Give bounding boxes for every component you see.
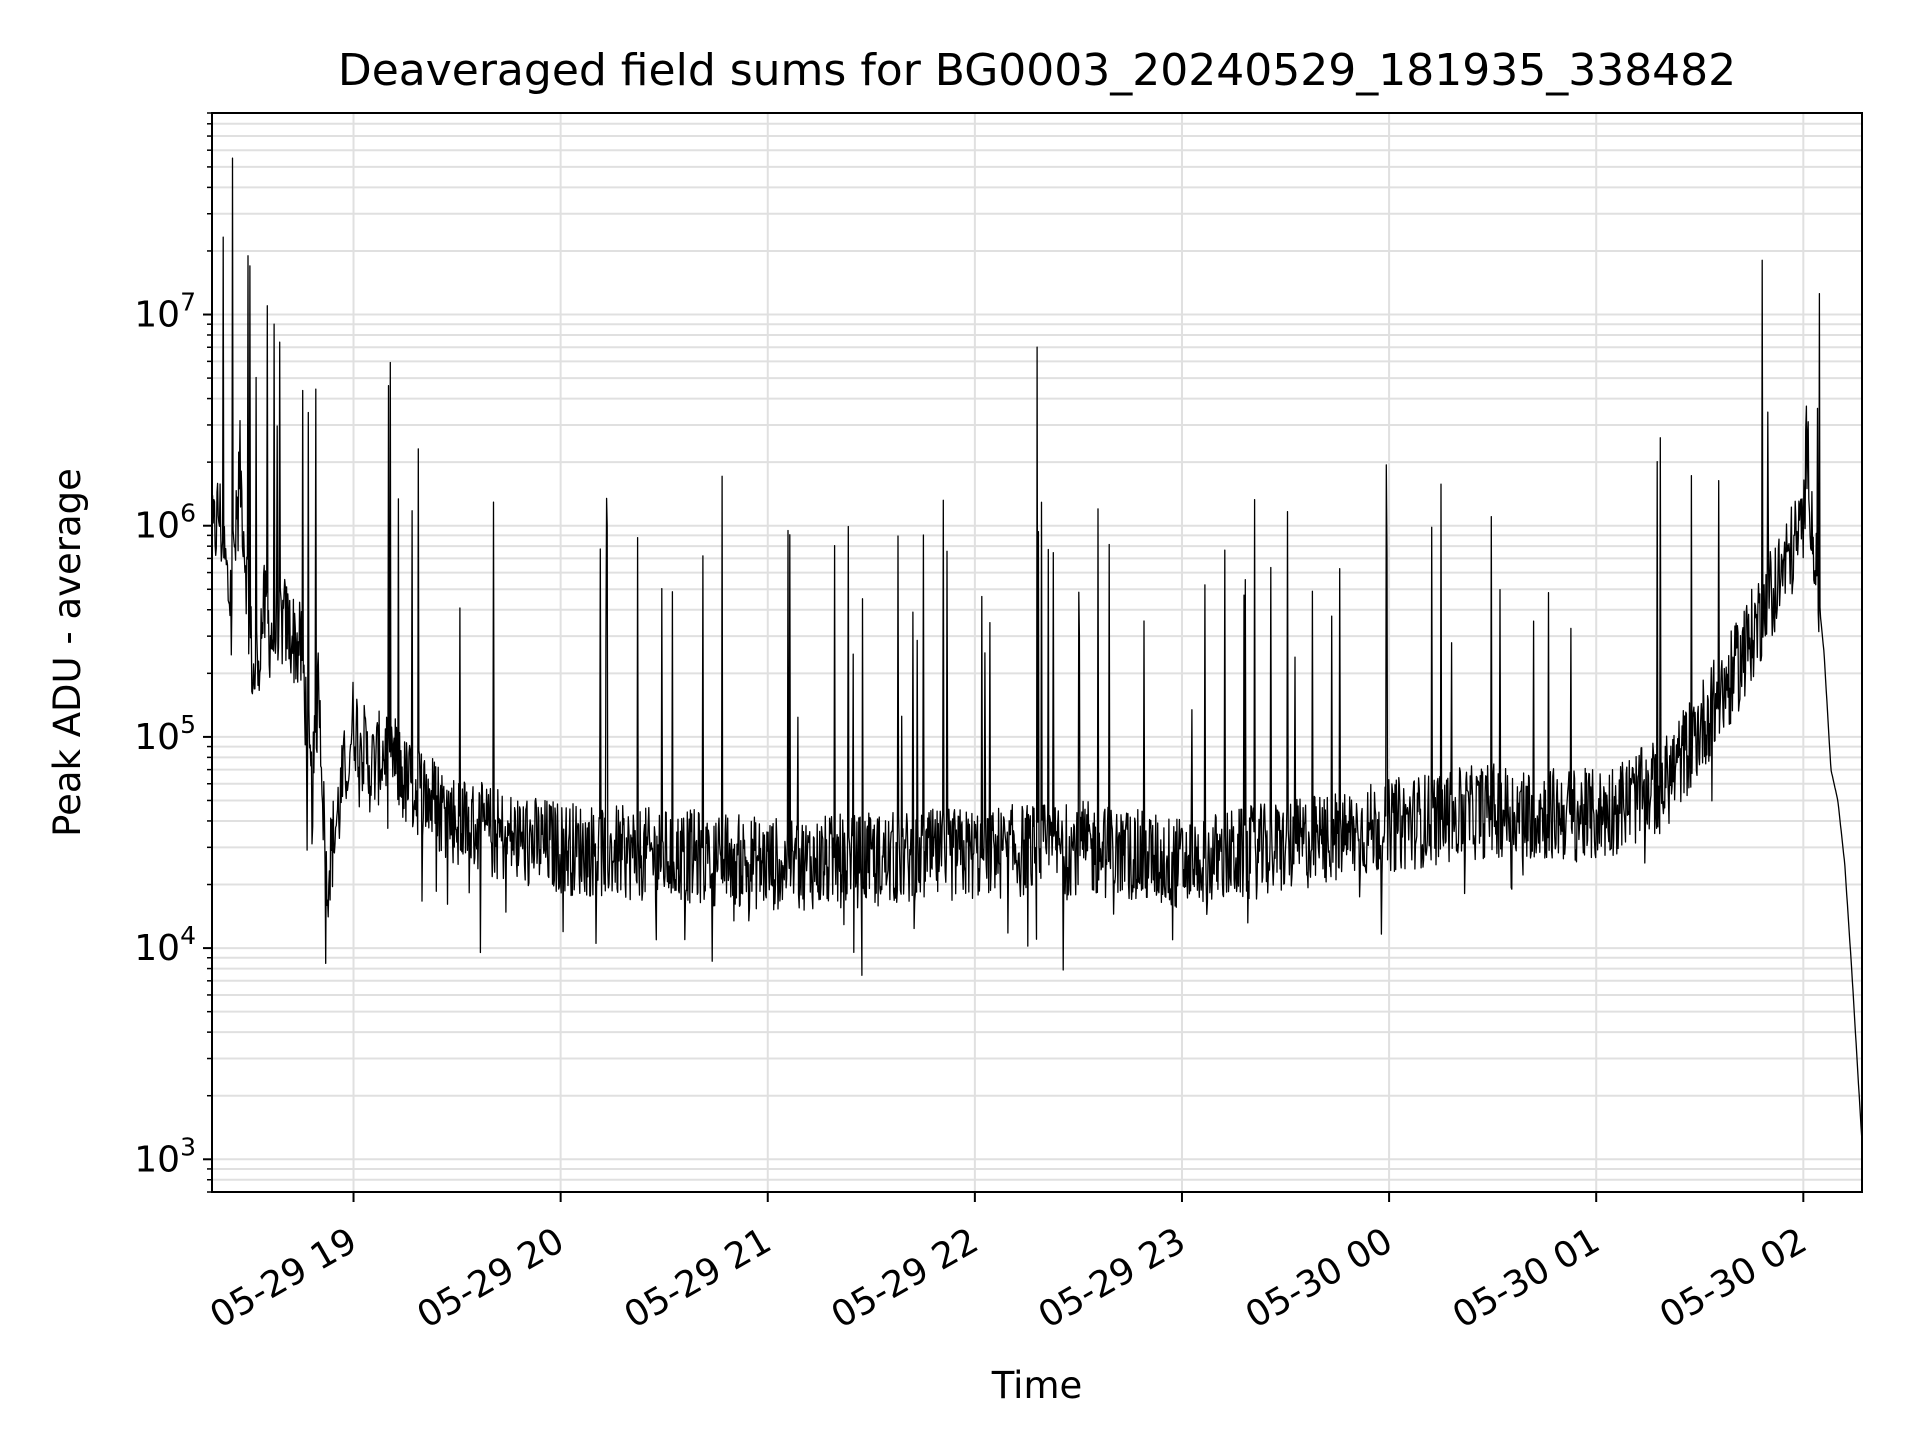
x-tick-label: 05-30 01 [1446, 1220, 1607, 1336]
y-axis-label: Peak ADU - average [46, 468, 89, 837]
x-tick-label: 05-29 23 [1032, 1220, 1193, 1336]
x-tick-label: 05-29 21 [618, 1220, 779, 1336]
y-tick-label: 107 [134, 288, 196, 336]
x-axis-label: Time [991, 1364, 1083, 1407]
x-tick-label: 05-29 22 [825, 1220, 986, 1336]
y-tick-label: 105 [134, 710, 196, 758]
plot-frame [211, 112, 1863, 1193]
x-tick-label: 05-30 02 [1653, 1220, 1814, 1336]
x-tick-label: 05-30 00 [1239, 1220, 1400, 1336]
series-line-group [212, 157, 1862, 1137]
y-tick-label: 106 [134, 499, 196, 547]
x-tick-label: 05-29 19 [203, 1220, 364, 1336]
chart-title: Deaveraged field sums for BG0003_2024052… [338, 45, 1736, 96]
ticks [203, 112, 1805, 1202]
y-tick-label: 103 [134, 1132, 196, 1180]
x-tick-label: 05-29 20 [410, 1220, 571, 1336]
series-line [212, 157, 1862, 1137]
y-tick-label: 104 [134, 921, 196, 969]
